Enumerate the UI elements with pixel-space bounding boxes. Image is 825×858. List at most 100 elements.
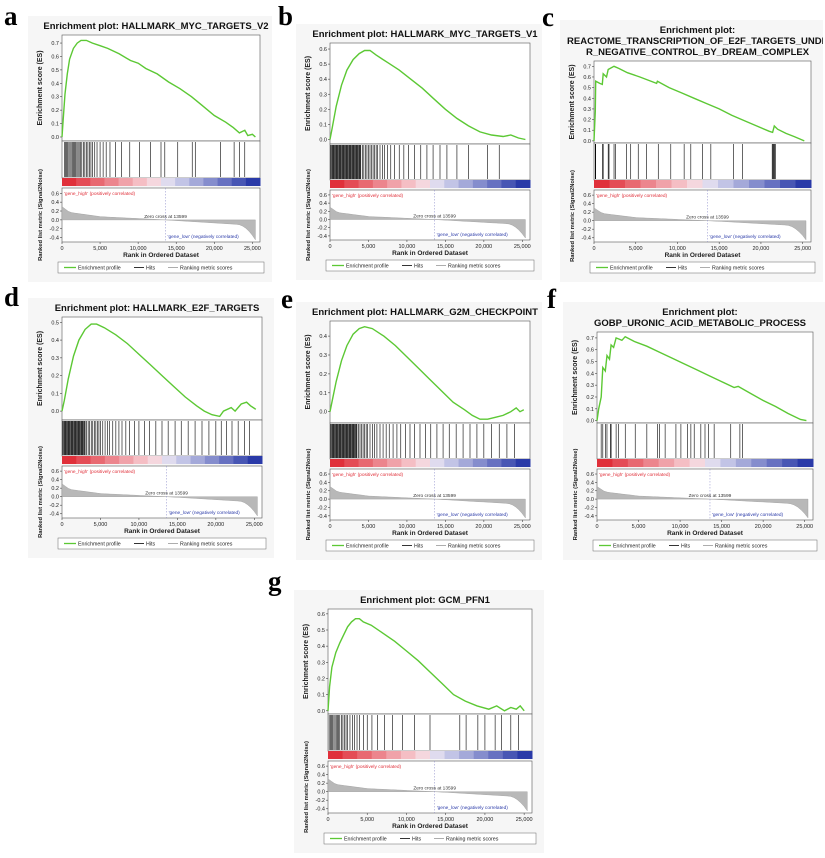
x-tick-label: 10,000	[399, 244, 416, 250]
metric-y-tick-label: 0.0	[583, 219, 591, 225]
correlation-gradient-segment	[344, 180, 360, 188]
zero-cross-label: Zero cross at 13599	[145, 491, 188, 497]
es-y-tick-label: 0.0	[51, 135, 59, 141]
correlation-gradient-segment	[501, 459, 517, 467]
es-plot-area	[329, 320, 531, 424]
correlation-gradient-segment	[358, 459, 374, 467]
metric-y-tick-label: 0.0	[319, 497, 327, 503]
correlation-gradient-segment	[612, 459, 629, 467]
negative-correlation-label: 'gene_low' (negatively correlated)	[709, 234, 781, 240]
gsea-plot-b: Enrichment plot: HALLMARK_MYC_TARGETS_V1…	[296, 24, 542, 280]
correlation-gradient-segment	[387, 459, 402, 467]
es-y-tick-label: 0.4	[51, 338, 59, 344]
correlation-gradient-segment	[797, 459, 814, 467]
correlation-gradient-segment	[133, 456, 149, 464]
es-axis-label: Enrichment score (ES)	[305, 334, 312, 409]
es-plot-area	[327, 608, 533, 715]
x-tick-label: 0	[595, 524, 598, 530]
correlation-gradient-segment	[458, 459, 474, 467]
positive-correlation-label: 'gene_high' (positively correlated)	[64, 191, 136, 197]
x-axis-label: Rank in Ordered Dataset	[667, 530, 744, 537]
correlation-gradient-segment	[118, 178, 134, 186]
metric-plot-area	[327, 760, 533, 814]
correlation-gradient-segment	[627, 459, 644, 467]
correlation-gradient-segment	[401, 180, 417, 188]
chart-title-line: REACTOME_TRANSCRIPTION_OF_E2F_TARGETS_UN…	[567, 36, 823, 47]
x-tick-label: 5,000	[362, 524, 376, 530]
legend-metric-label: Ranking metric scores	[715, 544, 768, 550]
correlation-gradient-segment	[444, 180, 460, 188]
es-y-tick-label: 0.0	[319, 410, 327, 416]
correlation-gradient-segment	[459, 751, 475, 759]
legend-metric-label: Ranking metric scores	[712, 266, 765, 272]
panel-letter-c: c	[542, 2, 554, 32]
correlation-gradient-segment	[217, 178, 233, 186]
x-tick-label: 10,000	[398, 817, 415, 823]
ranking-metric-area	[61, 483, 258, 517]
legend-box	[323, 832, 537, 845]
es-y-tick-label: 0.6	[51, 54, 59, 60]
es-y-tick-label: 0.5	[586, 360, 594, 366]
es-y-tick-label: 0.6	[583, 75, 591, 81]
metric-y-tick-label: -0.4	[582, 236, 591, 242]
correlation-gradient-segment	[372, 459, 388, 467]
correlation-gradient-segment	[400, 751, 416, 759]
legend-hits-label: Hits	[681, 544, 690, 550]
correlation-gradient-segment	[245, 178, 261, 186]
metric-y-tick-label: -0.2	[50, 227, 59, 233]
zero-cross-label: Zero cross at 13599	[413, 214, 456, 220]
metric-axis-label: Ranked list metric (Signal2Noise)	[38, 169, 44, 261]
es-y-tick-label: 0.0	[586, 419, 594, 425]
correlation-gradient-segment	[132, 178, 148, 186]
es-y-tick-label: 0.2	[586, 395, 594, 401]
x-tick-label: 10,000	[399, 524, 416, 530]
enrichment-profile-line	[61, 323, 257, 418]
chart-title-line: Enrichment plot: GCM_PFN1	[360, 595, 491, 606]
es-y-tick-label: 0.2	[51, 374, 59, 380]
x-tick-label: 5,000	[632, 524, 646, 530]
gsea-plot-c: Enrichment plot: REACTOME_TRANSCRIPTION_O…	[560, 20, 825, 282]
metric-axis-label: Ranked list metric (Signal2Noise)	[306, 449, 312, 541]
x-axis-label: Rank in Ordered Dataset	[123, 252, 200, 259]
legend-hits-label: Hits	[146, 266, 155, 272]
negative-correlation-label: 'gene_low' (negatively correlated)	[437, 512, 509, 518]
metric-axis-label: Ranked list metric (Signal2Noise)	[304, 741, 310, 833]
x-axis-label: Rank in Ordered Dataset	[665, 252, 742, 259]
es-y-tick-label: 0.3	[319, 92, 327, 98]
metric-y-tick-label: 0.2	[319, 209, 327, 215]
negative-correlation-label: 'gene_low' (negatively correlated)	[169, 510, 241, 516]
legend-hits-label: Hits	[146, 542, 155, 548]
es-y-tick-label: 0.5	[319, 62, 327, 68]
hits-area	[329, 143, 531, 181]
metric-y-tick-label: 0.6	[319, 472, 327, 478]
es-axis-label: Enrichment score (ES)	[572, 340, 579, 415]
x-tick-label: 0	[592, 246, 595, 252]
correlation-gradient-segment	[735, 459, 752, 467]
x-tick-label: 20,000	[753, 246, 770, 252]
x-tick-label: 10,000	[130, 246, 147, 252]
correlation-gradient-segment	[515, 459, 531, 467]
correlation-gradient-segment	[104, 456, 120, 464]
positive-correlation-label: 'gene_high' (positively correlated)	[332, 472, 404, 478]
es-y-tick-label: 0.3	[51, 95, 59, 101]
correlation-gradient-segment	[751, 459, 768, 467]
es-y-tick-label: 0.4	[319, 334, 327, 340]
x-tick-label: 0	[60, 522, 63, 528]
es-y-tick-label: 0.2	[51, 108, 59, 114]
panel-b: b Enrichment plot: HALLMARK_MYC_TARGETS_…	[278, 0, 542, 282]
x-tick-label: 25,000	[794, 246, 811, 252]
correlation-gradient-segment	[502, 751, 518, 759]
panel-d: d Enrichment plot: HALLMARK_E2F_TARGETS 0…	[0, 282, 274, 560]
metric-y-tick-label: 0.6	[319, 193, 327, 199]
correlation-gradient-segment	[430, 751, 446, 759]
correlation-gradient-segment	[640, 180, 657, 188]
correlation-gradient-segment	[702, 180, 719, 188]
es-axis-label: Enrichment score (ES)	[305, 56, 312, 131]
metric-y-tick-label: 0.0	[586, 497, 594, 503]
x-tick-label: 5,000	[94, 522, 108, 528]
correlation-gradient-segment	[594, 180, 610, 188]
ranking-metric-area	[61, 206, 256, 241]
panel-a: a Enrichment plot: HALLMARK_MYC_TARGETS_…	[0, 0, 272, 282]
zero-cross-label: Zero cross at 13599	[413, 786, 456, 792]
metric-y-tick-label: 0.4	[586, 480, 594, 486]
